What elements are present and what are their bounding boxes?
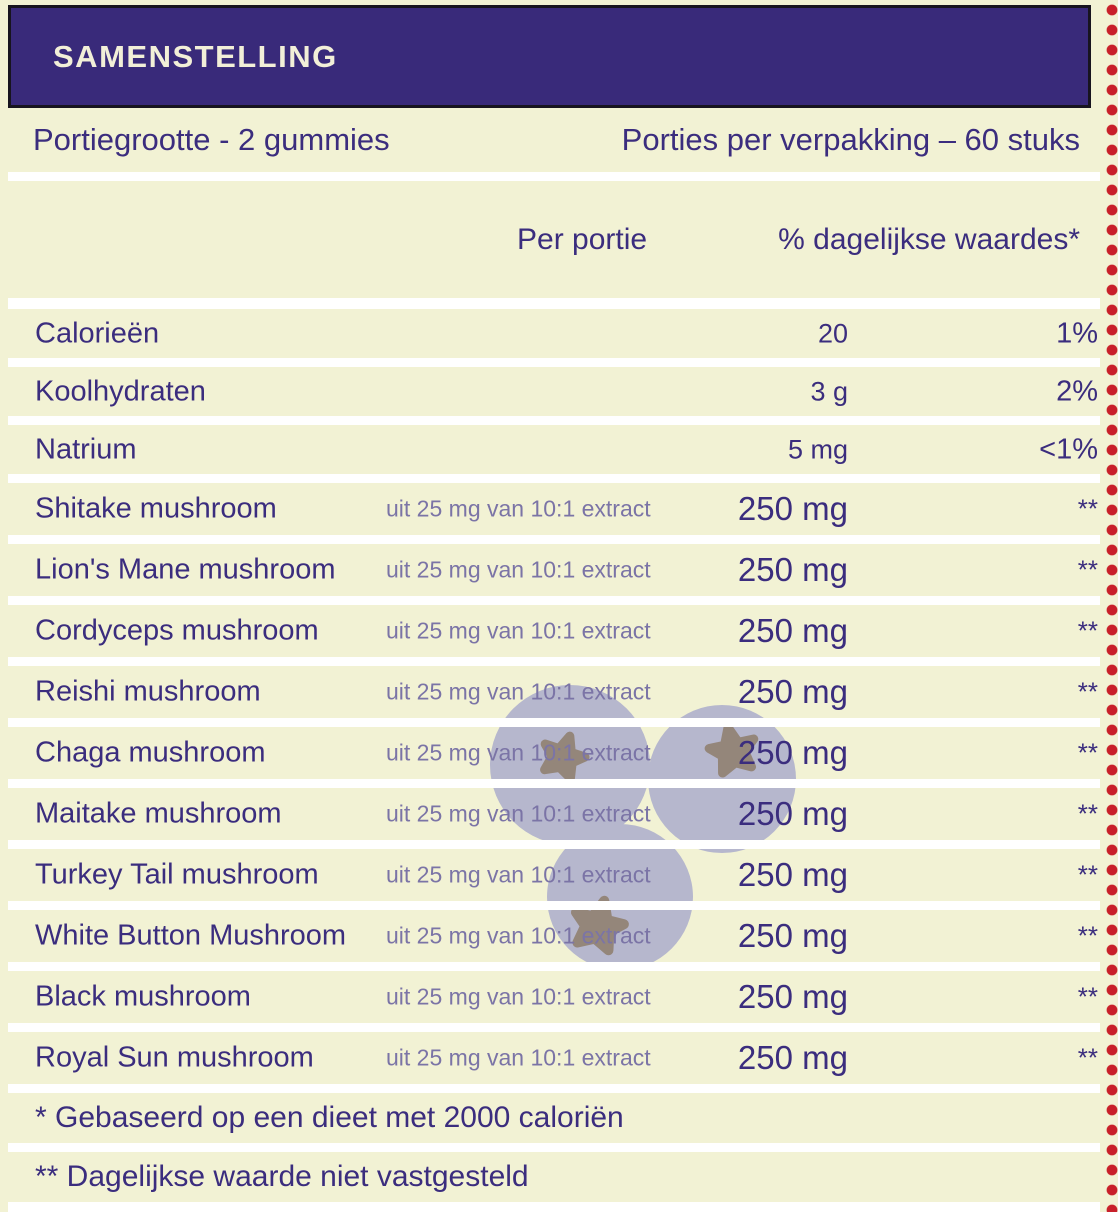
row-name: Maitake mushroom [35, 797, 282, 830]
divider [8, 172, 1100, 181]
column-header-row: Per portie % dagelijkse waardes* [8, 181, 1100, 298]
divider [8, 1084, 1100, 1093]
servings-per-pack: Porties per verpakking – 60 stuks [621, 122, 1080, 157]
nutrient-table: Calorieën 20 1% Koolhydraten 3 g 2% Natrium 5 m… [8, 309, 1100, 1093]
row-daily-value: ** [1077, 920, 1098, 951]
blueberry-3 [547, 824, 693, 970]
berry-calyx-icon [570, 895, 629, 956]
row-extract-note: uit 25 mg van 10:1 extract [386, 556, 651, 583]
table-row: Black mushroom uit 25 mg van 10:1 extract… [8, 971, 1100, 1023]
divider [8, 358, 1100, 367]
row-extract-note: uit 25 mg van 10:1 extract [386, 861, 651, 888]
serving-info-row: Portiegrootte - 2 gummies Porties per ve… [8, 108, 1100, 172]
row-amount: 250 mg [737, 856, 848, 893]
row-amount: 20 [817, 318, 848, 348]
table-row: Maitake mushroom uit 25 mg van 10:1 extra… [8, 788, 1100, 840]
divider [8, 718, 1100, 727]
divider [8, 901, 1100, 910]
row-name: Black mushroom [35, 980, 251, 1013]
table-row: Chaga mushroom uit 25 mg van 10:1 extract… [8, 727, 1100, 779]
row-extract-note: uit 25 mg van 10:1 extract [386, 678, 651, 705]
divider [8, 840, 1100, 849]
row-extract-note: uit 25 mg van 10:1 extract [386, 739, 651, 766]
divider [8, 416, 1100, 425]
table-row: Reishi mushroom uit 25 mg van 10:1 extrac… [8, 666, 1100, 718]
table-row: Natrium 5 mg <1% [8, 425, 1100, 474]
row-amount: 250 mg [737, 551, 848, 588]
row-extract-note: uit 25 mg van 10:1 extract [386, 800, 651, 827]
table-row: Shitake mushroom uit 25 mg van 10:1 extra… [8, 483, 1100, 535]
table-row: White Button Mushroom uit 25 mg van 10:1 … [8, 910, 1100, 962]
divider [8, 596, 1100, 605]
row-amount: 5 mg [787, 434, 848, 464]
row-amount: 250 mg [737, 1039, 848, 1076]
divider [8, 298, 1100, 309]
row-amount: 250 mg [737, 612, 848, 649]
divider [8, 1202, 1100, 1212]
row-daily-value: ** [1077, 981, 1098, 1012]
table-row: Turkey Tail mushroom uit 25 mg van 10:1 e… [8, 849, 1100, 901]
row-amount: 250 mg [737, 673, 848, 710]
label-content: SAMENSTELLING Portiegrootte - 2 gummies … [8, 0, 1100, 1212]
berry-calyx-icon [704, 723, 759, 778]
row-name: Cordyceps mushroom [35, 614, 319, 647]
footnote-daily-diet: * Gebaseerd op een dieet met 2000 calori… [8, 1093, 1100, 1143]
row-extract-note: uit 25 mg van 10:1 extract [386, 1044, 651, 1071]
footnote-daily-value: ** Dagelijkse waarde niet vastgesteld [8, 1152, 1100, 1202]
divider [8, 657, 1100, 666]
row-name: Chaga mushroom [35, 736, 266, 769]
row-name: Turkey Tail mushroom [35, 858, 319, 891]
row-name: White Button Mushroom [35, 919, 347, 952]
perforation-dots-edge [1104, 0, 1118, 1212]
table-row: Koolhydraten 3 g 2% [8, 367, 1100, 416]
footnote-text: * Gebaseerd op een dieet met 2000 calori… [35, 1101, 624, 1134]
row-daily-value: ** [1077, 798, 1098, 829]
divider [8, 535, 1100, 544]
row-name: Natrium [35, 433, 137, 465]
divider [8, 962, 1100, 971]
row-amount: 250 mg [737, 917, 848, 954]
row-extract-note: uit 25 mg van 10:1 extract [386, 922, 651, 949]
divider [8, 779, 1100, 788]
header-bar: SAMENSTELLING [8, 5, 1091, 108]
divider [8, 474, 1100, 483]
serving-size: Portiegrootte - 2 gummies [33, 122, 390, 157]
row-name: Reishi mushroom [35, 675, 261, 708]
row-daily-value: ** [1077, 676, 1098, 707]
row-extract-note: uit 25 mg van 10:1 extract [386, 495, 651, 522]
row-name: Calorieën [35, 317, 160, 349]
row-amount: 3 g [810, 376, 848, 406]
divider [8, 1023, 1100, 1032]
row-daily-value: ** [1077, 493, 1098, 524]
row-amount: 250 mg [737, 978, 848, 1015]
column-header-per-serving: Per portie [517, 222, 648, 256]
row-daily-value: ** [1077, 615, 1098, 646]
row-daily-value: 1% [1056, 317, 1098, 349]
row-extract-note: uit 25 mg van 10:1 extract [386, 983, 651, 1010]
table-row: Lion's Mane mushroom uit 25 mg van 10:1 e… [8, 544, 1100, 596]
row-daily-value: ** [1077, 859, 1098, 890]
row-name: Lion's Mane mushroom [35, 553, 336, 586]
row-name: Koolhydraten [35, 375, 206, 407]
row-name: Shitake mushroom [35, 492, 277, 525]
row-name: Royal Sun mushroom [35, 1041, 314, 1074]
footnote-text: ** Dagelijkse waarde niet vastgesteld [35, 1160, 529, 1193]
row-daily-value: <1% [1039, 433, 1098, 465]
divider [8, 1143, 1100, 1152]
row-daily-value: ** [1077, 737, 1098, 768]
row-extract-note: uit 25 mg van 10:1 extract [386, 617, 651, 644]
berry-calyx-icon [540, 731, 590, 783]
table-row: Cordyceps mushroom uit 25 mg van 10:1 ext… [8, 605, 1100, 657]
column-header-daily-value: % dagelijkse waardes* [778, 222, 1080, 256]
table-row: Royal Sun mushroom uit 25 mg van 10:1 ext… [8, 1032, 1100, 1084]
row-amount: 250 mg [737, 734, 848, 771]
page-title: SAMENSTELLING [53, 38, 338, 74]
row-daily-value: ** [1077, 554, 1098, 585]
row-amount: 250 mg [737, 490, 848, 527]
row-daily-value: 2% [1056, 375, 1098, 407]
row-amount: 250 mg [737, 795, 848, 832]
row-daily-value: ** [1077, 1042, 1098, 1073]
table-row: Calorieën 20 1% [8, 309, 1100, 358]
